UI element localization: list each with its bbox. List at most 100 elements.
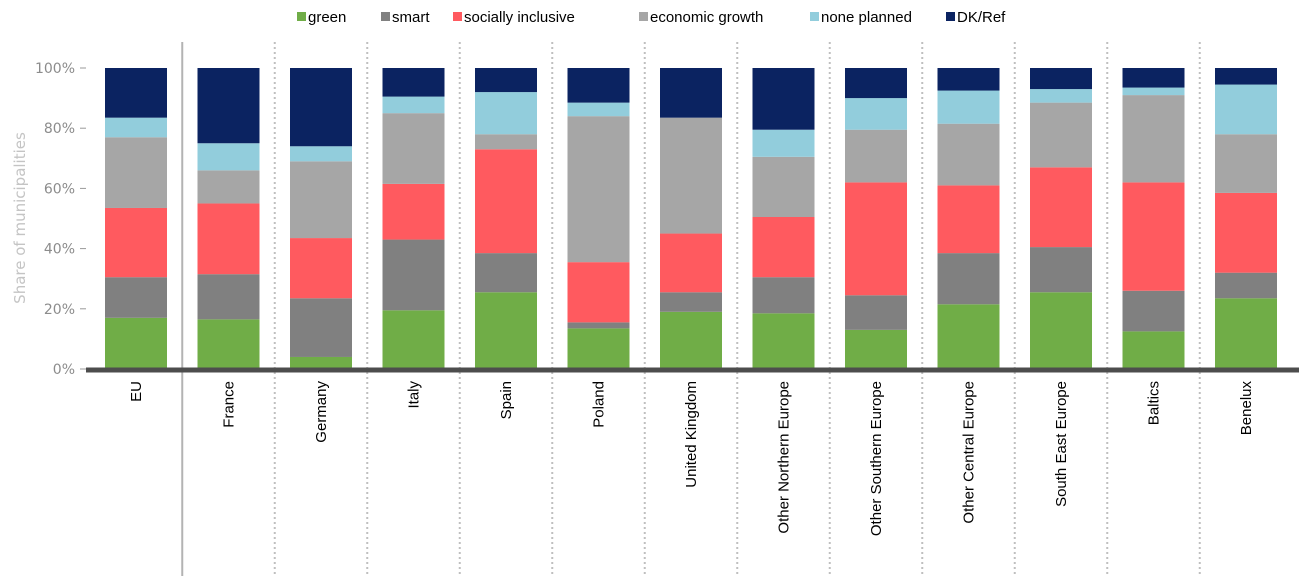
bar-segment-dk-ref <box>290 68 352 147</box>
bar-stack-france <box>197 68 260 369</box>
x-category-label: Benelux <box>1238 381 1255 436</box>
bar-segment-green <box>660 311 722 369</box>
category-separators <box>181 42 1201 576</box>
legend-swatch-smart <box>381 12 390 21</box>
bar-segment-none-planned <box>1122 87 1185 96</box>
bar-segment-economic-growth <box>197 170 260 204</box>
y-tick-label: 20% <box>44 302 75 318</box>
bar-segment-economic-growth <box>1215 134 1277 193</box>
bar-segment-dk-ref <box>1122 68 1185 88</box>
y-tick-label: 100% <box>35 61 75 77</box>
bar-segment-green <box>845 329 907 369</box>
bar-segment-smart <box>845 295 907 330</box>
bar-segment-smart <box>382 239 445 311</box>
y-axis-label: Share of municipalities <box>11 132 29 304</box>
x-category-label: Other Southern Europe <box>868 381 885 536</box>
x-category-label: South East Europe <box>1053 381 1070 507</box>
bar-segment-dk-ref <box>1030 68 1092 90</box>
bar-segment-smart <box>290 298 352 357</box>
bar-segment-green <box>937 304 1000 369</box>
y-tick-label: 60% <box>44 181 75 197</box>
legend: green smart socially inclusive economic gro… <box>297 9 1006 26</box>
bar-segment-smart <box>105 277 167 318</box>
bar-segment-none-planned <box>290 146 352 162</box>
bar-segment-socially-inclusive <box>105 207 167 278</box>
y-axis-ticks: 0% 20% 40% 60% 80% 100% <box>35 61 86 378</box>
bar-segment-none-planned <box>105 117 167 138</box>
bar-segment-smart <box>197 274 260 320</box>
legend-label-smart: smart <box>392 9 430 26</box>
bar-segment-none-planned <box>382 96 445 114</box>
bar-segment-smart <box>1215 272 1277 299</box>
y-tick-label: 0% <box>53 362 75 378</box>
legend-swatch-economic-growth <box>639 12 648 21</box>
bar-segment-socially-inclusive <box>1215 192 1277 273</box>
bar-stack-south-east-europe <box>1030 68 1092 369</box>
bar-segment-none-planned <box>1030 89 1092 103</box>
bar-segment-green <box>475 292 537 369</box>
bar-segment-dk-ref <box>475 68 537 93</box>
y-tick-label: 80% <box>44 121 75 137</box>
bar-segment-economic-growth <box>752 156 815 217</box>
bar-stack-spain <box>475 68 537 369</box>
x-axis-labels: EU France Germany Italy Spain Poland United Ki… <box>128 381 1255 537</box>
bar-stack-other-central-europe <box>937 68 1000 369</box>
bar-segment-none-planned <box>1215 84 1277 135</box>
bar-segment-dk-ref <box>197 68 260 144</box>
bar-segment-dk-ref <box>752 68 815 130</box>
bars <box>105 68 1277 369</box>
bar-segment-green <box>1215 298 1277 369</box>
bar-segment-dk-ref <box>1215 68 1277 85</box>
bar-segment-socially-inclusive <box>567 262 630 323</box>
bar-stack-germany <box>290 68 352 369</box>
bar-segment-economic-growth <box>475 134 537 150</box>
bar-segment-dk-ref <box>845 68 907 99</box>
bar-segment-green <box>105 317 167 369</box>
bar-segment-dk-ref <box>382 68 445 97</box>
bar-segment-smart <box>660 292 722 312</box>
bar-segment-none-planned <box>197 143 260 171</box>
x-category-label: United Kingdom <box>683 381 700 488</box>
bar-stack-poland <box>567 68 630 369</box>
bar-segment-dk-ref <box>660 68 722 118</box>
bar-segment-none-planned <box>475 92 537 135</box>
x-category-label: Other Northern Europe <box>776 381 793 534</box>
bar-segment-smart <box>1122 290 1185 332</box>
bar-segment-dk-ref <box>937 68 1000 91</box>
bar-segment-dk-ref <box>567 68 630 103</box>
bar-segment-green <box>1030 292 1092 369</box>
bar-stack-baltics <box>1122 68 1185 369</box>
bar-segment-socially-inclusive <box>1030 167 1092 248</box>
x-category-label: Baltics <box>1146 381 1163 425</box>
bar-segment-socially-inclusive <box>382 183 445 240</box>
bar-segment-economic-growth <box>660 117 722 234</box>
bar-stack-italy <box>382 68 445 369</box>
bar-segment-socially-inclusive <box>937 185 1000 254</box>
legend-label-none-planned: none planned <box>821 9 912 26</box>
y-tick-label: 40% <box>44 242 75 258</box>
legend-swatch-dk-ref <box>946 12 955 21</box>
bar-stack-benelux <box>1215 68 1277 369</box>
bar-stack-other-northern-europe <box>752 68 815 369</box>
bar-segment-economic-growth <box>845 129 907 183</box>
x-category-label: Italy <box>406 381 423 409</box>
bar-segment-dk-ref <box>105 68 167 118</box>
bar-segment-green <box>382 310 445 369</box>
x-category-label: Other Central Europe <box>961 381 978 524</box>
bar-segment-socially-inclusive <box>845 182 907 296</box>
bar-segment-green <box>752 313 815 369</box>
legend-label-economic-growth: economic growth <box>650 9 763 26</box>
bar-segment-socially-inclusive <box>197 203 260 275</box>
bar-segment-economic-growth <box>1122 95 1185 183</box>
bar-segment-socially-inclusive <box>475 149 537 254</box>
bar-segment-socially-inclusive <box>290 238 352 299</box>
bar-stack-eu <box>105 68 167 369</box>
bar-segment-economic-growth <box>290 161 352 239</box>
bar-segment-economic-growth <box>937 123 1000 186</box>
bar-segment-green <box>197 319 260 369</box>
bar-segment-economic-growth <box>105 137 167 208</box>
bar-segment-smart <box>937 253 1000 305</box>
bar-segment-none-planned <box>845 98 907 130</box>
legend-label-dk-ref: DK/Ref <box>957 9 1006 26</box>
